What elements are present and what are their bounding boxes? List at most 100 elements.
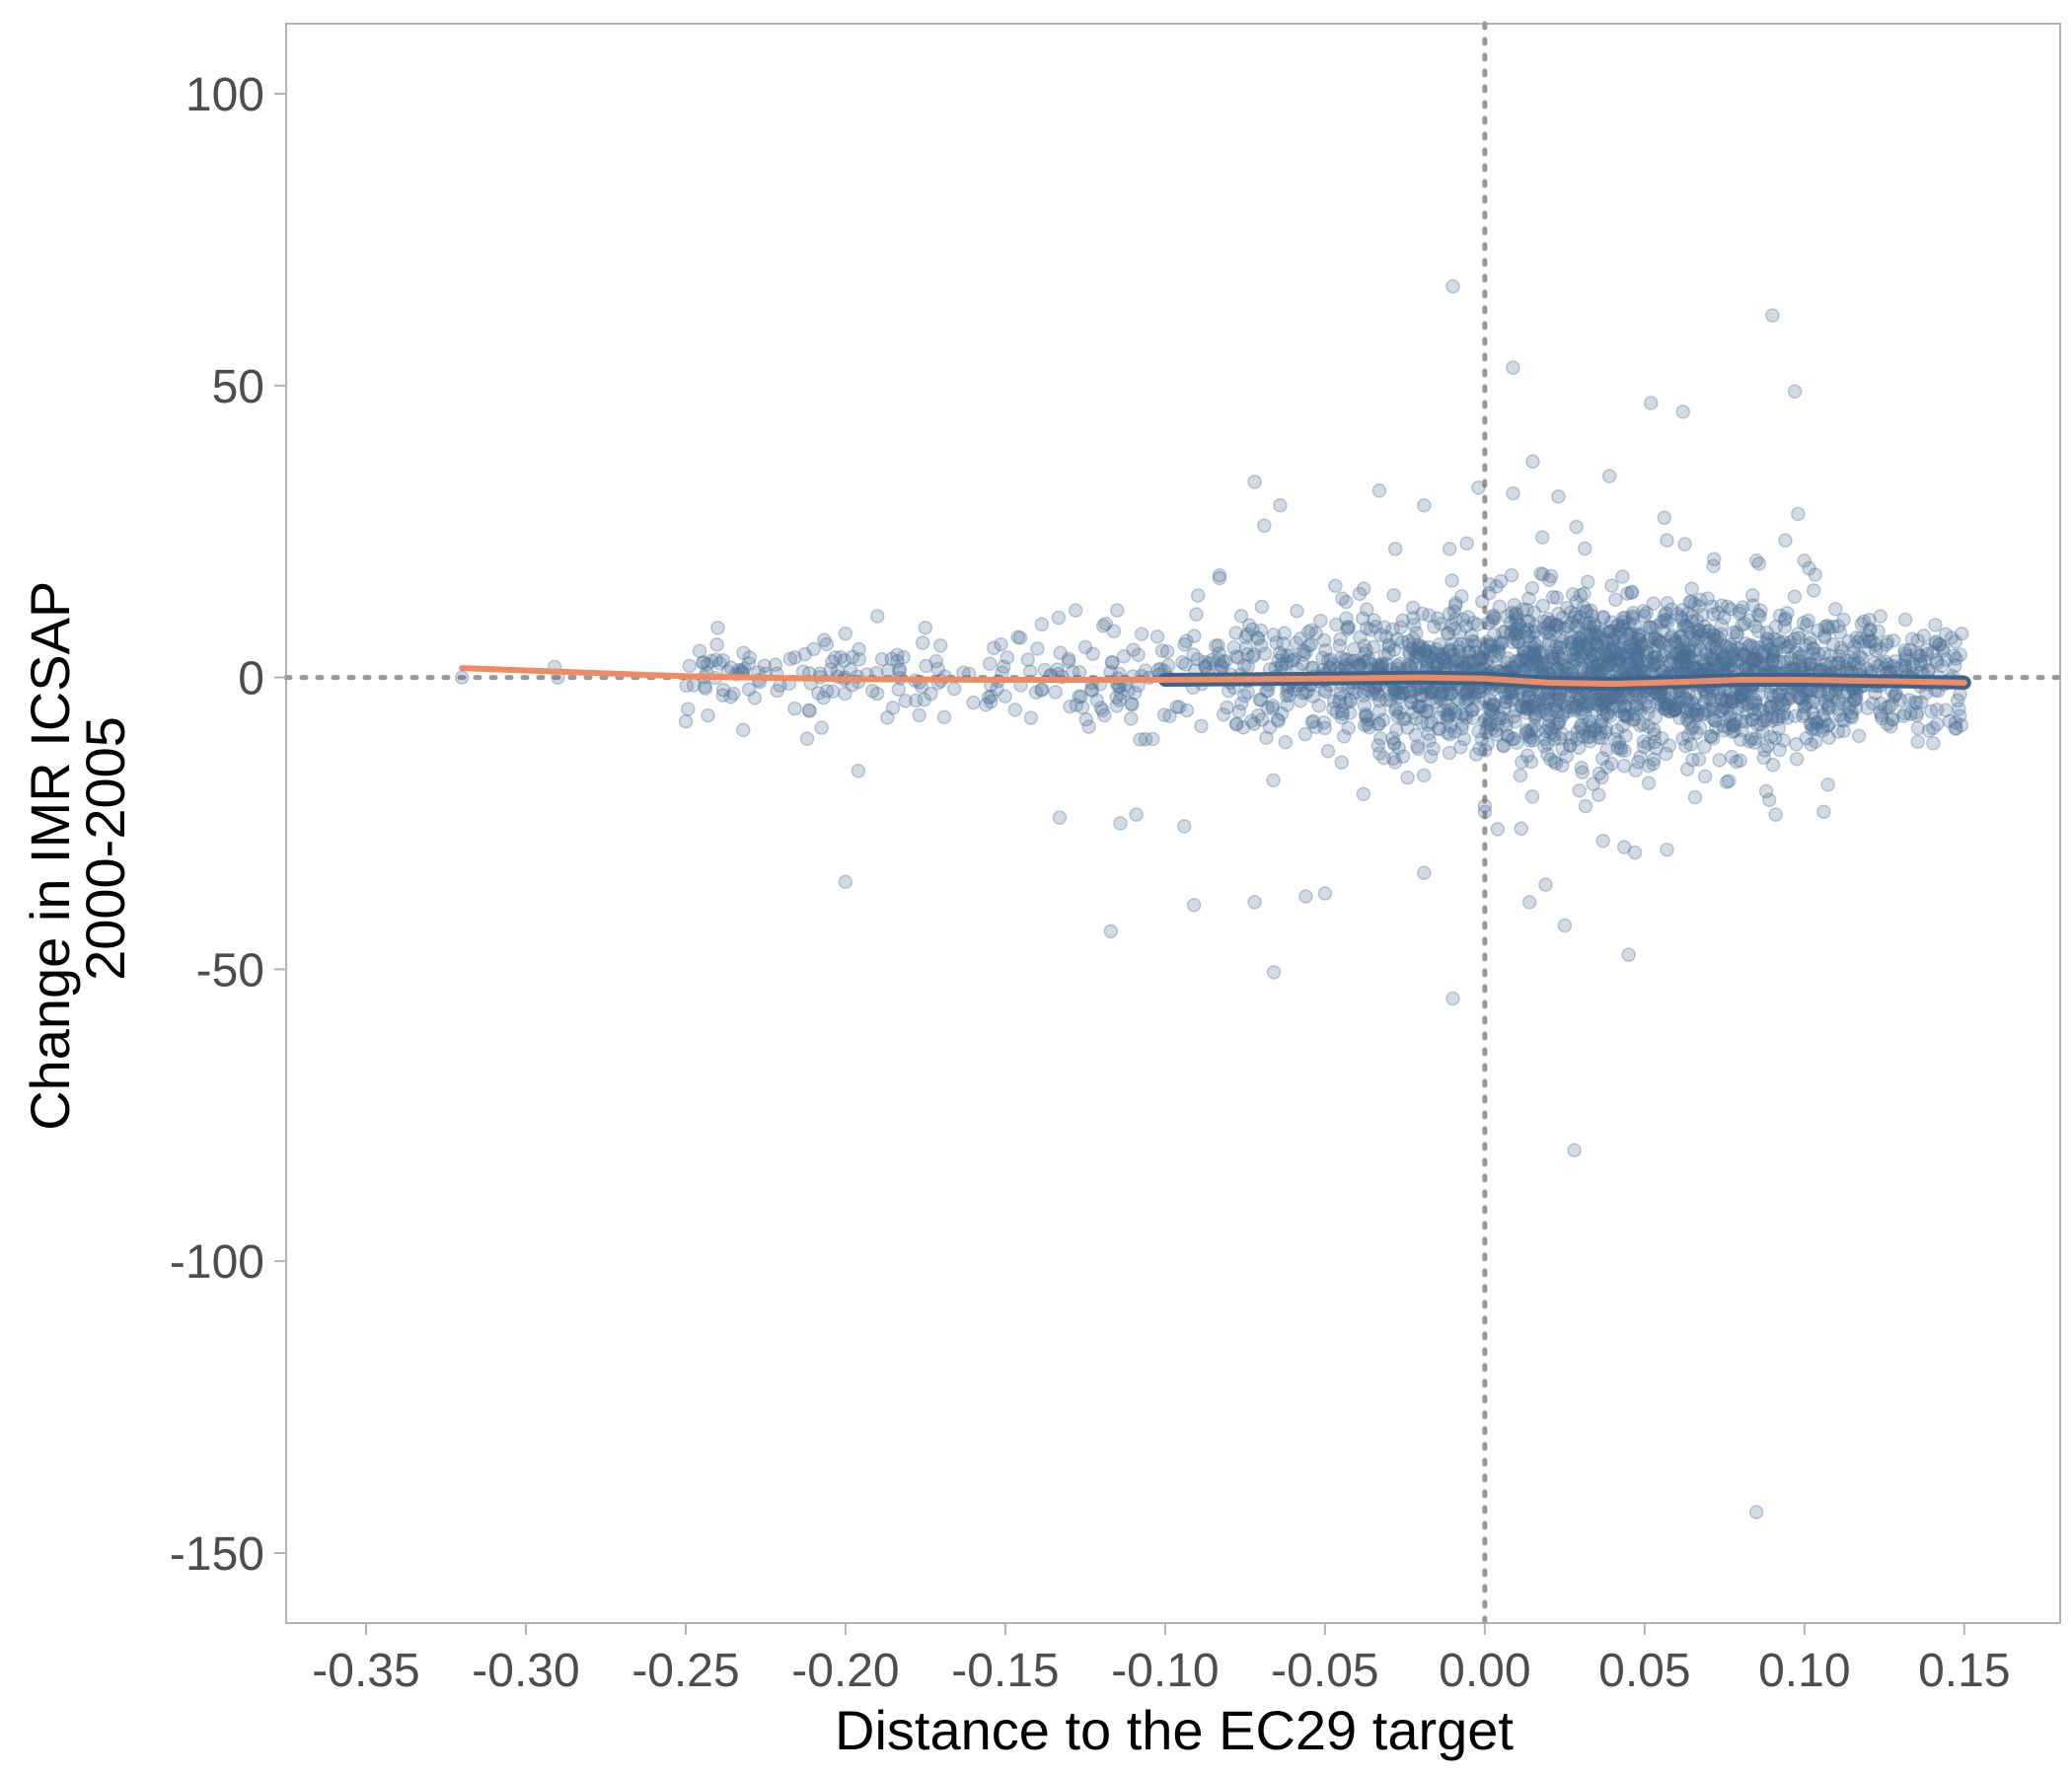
data-point (1696, 695, 1712, 710)
data-point (1580, 699, 1594, 714)
data-point (1780, 639, 1795, 654)
data-point (1874, 641, 1889, 657)
data-point (1701, 624, 1717, 638)
data-point (1646, 722, 1662, 737)
data-point (1048, 685, 1063, 700)
data-point (1611, 651, 1627, 667)
data-point (1715, 650, 1731, 666)
data-point (1654, 698, 1669, 712)
data-point (1504, 567, 1519, 583)
y-axis-title-line-2: 2000-2005 (74, 716, 136, 981)
data-point (1218, 653, 1233, 669)
data-point (1323, 652, 1338, 667)
data-point (1631, 701, 1646, 715)
data-point (1621, 656, 1637, 672)
data-point (1274, 656, 1290, 672)
data-point (1844, 709, 1860, 725)
data-point (1580, 640, 1595, 656)
data-point (1386, 736, 1402, 752)
data-point (1778, 692, 1794, 706)
data-point (1627, 711, 1642, 727)
data-point (1598, 693, 1613, 708)
data-point (1365, 686, 1380, 702)
data-point (1571, 740, 1587, 756)
data-point (1334, 650, 1350, 666)
data-point (1563, 605, 1579, 620)
data-point (1110, 603, 1125, 618)
data-point (1650, 696, 1665, 711)
data-point (1846, 693, 1862, 707)
data-point (1592, 629, 1607, 644)
data-point (1799, 618, 1814, 632)
data-point (1817, 713, 1832, 728)
data-point (1611, 662, 1627, 678)
data-point (1506, 709, 1521, 724)
data-point (1541, 707, 1557, 723)
data-point (1266, 965, 1282, 980)
data-point (1881, 657, 1895, 672)
data-point (1543, 568, 1559, 584)
data-point (1527, 708, 1543, 724)
data-point (1676, 619, 1691, 634)
data-point (1716, 723, 1732, 738)
data-point (1886, 633, 1901, 648)
data-point (1641, 633, 1656, 649)
data-point (1588, 721, 1603, 737)
data-point (1581, 662, 1596, 677)
data-point (1524, 789, 1540, 804)
data-point (1516, 691, 1531, 705)
data-point (1575, 721, 1591, 736)
data-point (1624, 584, 1640, 600)
x-tick-label: -0.15 (951, 1645, 1059, 1697)
data-point (1825, 637, 1841, 652)
data-point (1663, 704, 1678, 719)
data-point (1583, 652, 1598, 668)
data-point (1420, 654, 1436, 669)
data-point (1417, 497, 1432, 513)
data-point (1490, 717, 1506, 732)
data-point (1540, 747, 1555, 762)
data-point (1778, 533, 1793, 548)
data-point (1616, 620, 1631, 634)
data-point (1249, 629, 1265, 645)
data-point (1447, 598, 1463, 614)
data-point (1408, 727, 1424, 743)
data-point (1874, 707, 1889, 723)
data-point (1414, 715, 1429, 730)
data-point (1793, 658, 1809, 674)
data-point (1356, 581, 1371, 596)
data-point (1445, 991, 1460, 1006)
data-point (1678, 649, 1694, 665)
data-point (1602, 657, 1618, 673)
data-point (1670, 646, 1686, 661)
data-point (1450, 691, 1465, 706)
data-point (1539, 625, 1554, 640)
data-point (1733, 641, 1747, 656)
data-point (1303, 623, 1319, 638)
data-point (1608, 655, 1624, 670)
data-point (1680, 728, 1696, 743)
data-point (1434, 685, 1449, 701)
data-point (1591, 766, 1607, 781)
data-point (1371, 716, 1386, 732)
data-point (1475, 650, 1491, 665)
data-point (1681, 648, 1696, 663)
data-point (1705, 699, 1720, 713)
data-point (1623, 626, 1639, 641)
data-point (1588, 693, 1603, 707)
data-point (1744, 653, 1759, 669)
data-point (1631, 644, 1646, 660)
data-point (1725, 643, 1739, 658)
data-point (1389, 722, 1404, 738)
data-point (1077, 639, 1093, 655)
data-point (811, 686, 826, 701)
data-point (1487, 643, 1502, 659)
data-point (1613, 742, 1629, 758)
data-point (1724, 652, 1739, 668)
data-point (1589, 637, 1604, 652)
data-point (1154, 643, 1170, 658)
data-point (1710, 645, 1725, 660)
data-point (1847, 693, 1863, 707)
data-point (1454, 649, 1469, 665)
data-point (1362, 719, 1377, 735)
